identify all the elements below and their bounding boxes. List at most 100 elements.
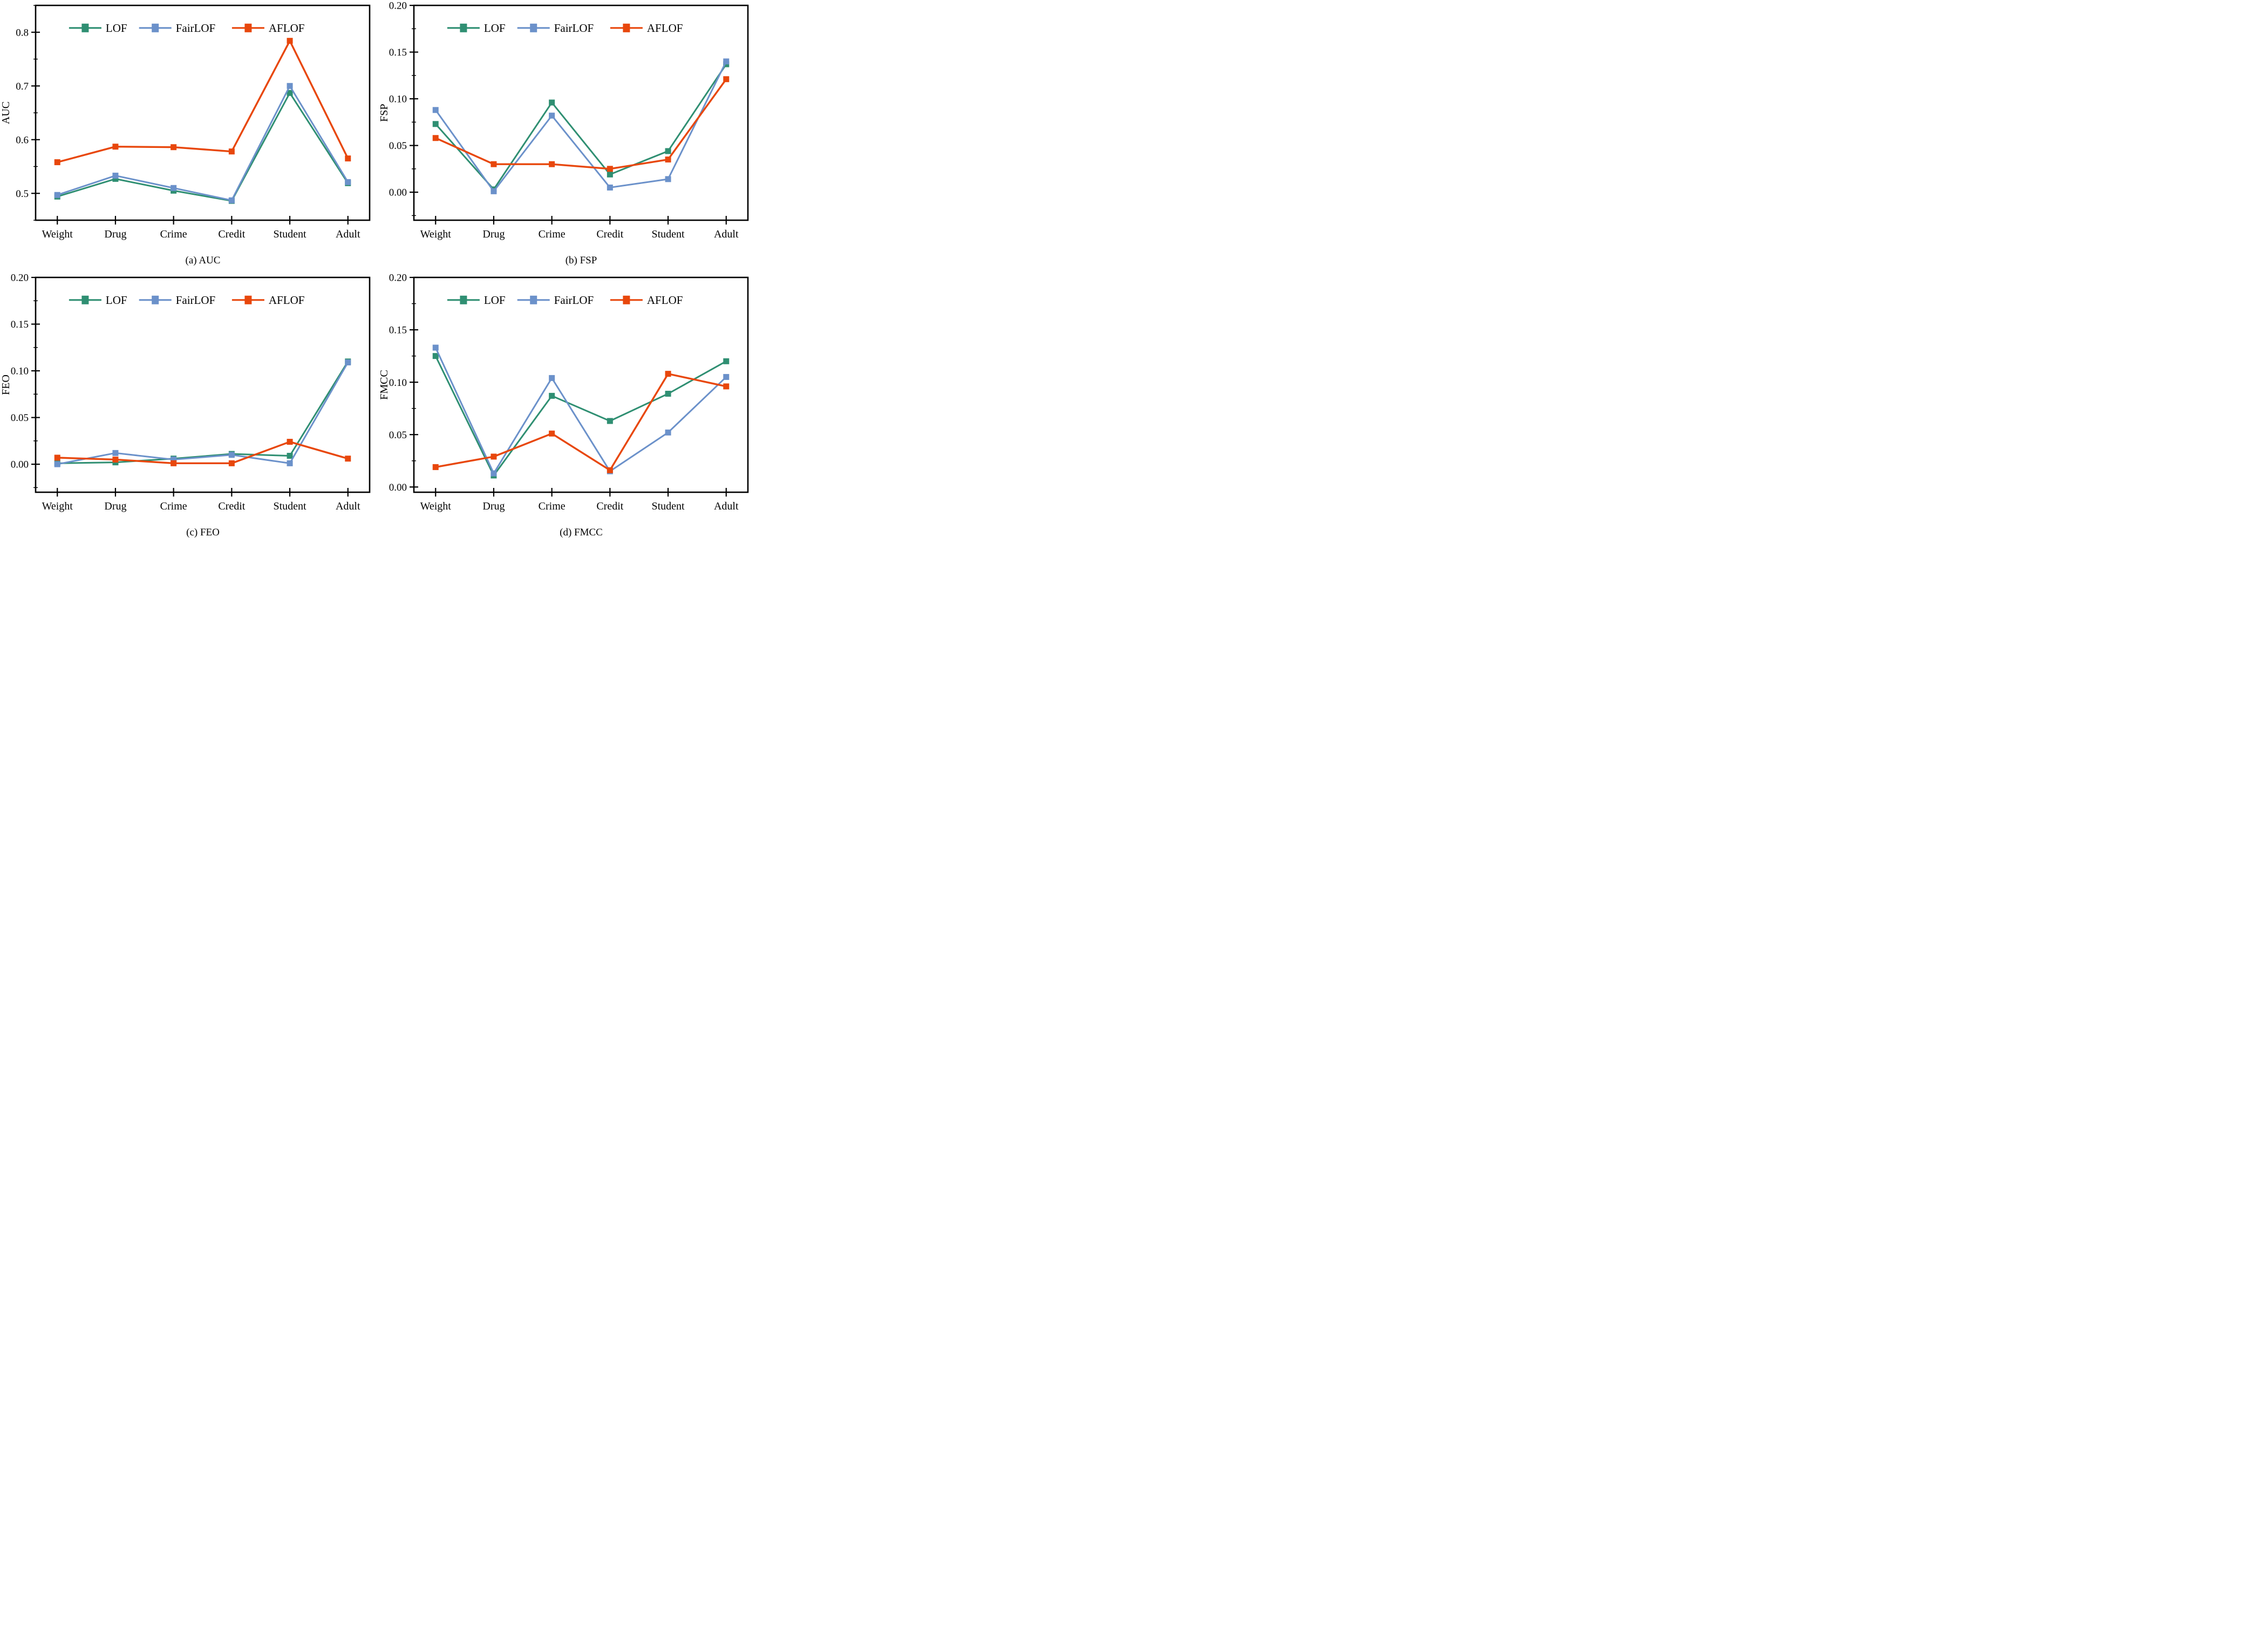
- legend: LOF FairLOF AFLOF: [447, 294, 683, 307]
- y-tick-label: 0.00: [389, 187, 407, 199]
- legend-label: AFLOF: [647, 22, 683, 35]
- y-axis-title: FMCC: [378, 370, 390, 400]
- series-lof-marker: [549, 99, 555, 106]
- figure-grid: 0.5 0.6 0.7 0.8 Weight Drug Crime Credit Student…: [0, 0, 757, 544]
- x-tick-label: Credit: [218, 500, 245, 512]
- series-fairlof-marker: [171, 456, 177, 463]
- series-fairlof-marker: [432, 107, 439, 113]
- series-lof-line: [434, 355, 727, 477]
- chart-feo: 0.00 0.05 0.10 0.15 0.20 Weight Drug Crime Credi…: [0, 272, 378, 544]
- series-lof-line: [56, 92, 349, 202]
- series-aflof-marker: [171, 144, 177, 151]
- x-tick-label: Weight: [420, 500, 452, 512]
- series-lof-marker: [112, 175, 119, 182]
- legend-marker-icon: [152, 23, 159, 32]
- series-aflof-line: [56, 39, 349, 164]
- legend-marker-icon: [623, 295, 630, 304]
- series-aflof-marker: [54, 454, 60, 461]
- x-tick-label: Crime: [160, 228, 187, 240]
- chart-fmcc-caption: (d) FMCC: [560, 527, 603, 538]
- series-fairlof-marker: [228, 452, 235, 458]
- series-aflof-marker: [491, 161, 497, 167]
- series-lof-marker: [665, 391, 671, 397]
- series-lof-marker: [607, 171, 613, 178]
- y-tick-label: 0.15: [389, 47, 407, 58]
- legend-label: FairLOF: [176, 294, 216, 307]
- series-fairlof-marker: [228, 197, 235, 203]
- series-fairlof-marker: [491, 188, 497, 194]
- x-tick-label: Adult: [336, 228, 360, 240]
- plot-area: [414, 277, 748, 492]
- series-fairlof-marker: [665, 176, 671, 182]
- plot-border: [35, 4, 371, 221]
- series-aflof-marker: [112, 456, 119, 463]
- legend-marker-icon: [460, 23, 467, 32]
- x-tick-label: Adult: [714, 500, 739, 512]
- series-aflof-marker: [228, 460, 235, 466]
- y-tick-label: 0.00: [11, 459, 29, 471]
- series-aflof-marker: [345, 456, 351, 462]
- chart-auc-caption: (a) AUC: [185, 255, 221, 266]
- legend-marker-icon: [623, 23, 630, 32]
- y-tick-label: 0.00: [389, 482, 407, 493]
- legend-label: LOF: [106, 22, 127, 35]
- x-tick-label: Drug: [482, 228, 505, 240]
- x-tick-label: Student: [273, 500, 307, 512]
- y-tick-label: 0.15: [389, 325, 407, 336]
- series-aflof-marker: [549, 430, 555, 437]
- legend-label: FairLOF: [554, 22, 594, 35]
- series-fairlof-line: [56, 361, 349, 465]
- y-tick-label: 0.10: [11, 366, 29, 377]
- series-lof-marker: [549, 392, 555, 399]
- series-lof-marker: [723, 358, 730, 364]
- series-fairlof-marker: [432, 344, 439, 351]
- y-tick-label: 0.10: [389, 377, 407, 389]
- plot-border: [413, 276, 749, 493]
- y-tick-label: 0.8: [16, 27, 29, 38]
- x-tick-label: Student: [273, 228, 307, 240]
- y-tick-label: 0.05: [389, 430, 407, 441]
- chart-auc: 0.5 0.6 0.7 0.8 Weight Drug Crime Credit Student…: [0, 0, 378, 272]
- chart-auc-plot: 0.5 0.6 0.7 0.8 Weight Drug Crime Credit Student…: [0, 4, 371, 240]
- series-aflof-marker: [432, 464, 439, 470]
- plot-area: [414, 5, 748, 220]
- series-aflof-marker: [112, 144, 119, 150]
- series-fairlof-marker: [112, 172, 119, 179]
- legend-marker-icon: [152, 295, 159, 304]
- series-fairlof-marker: [723, 373, 730, 380]
- y-tick-label: 0.6: [16, 134, 29, 146]
- legend-label: FairLOF: [176, 22, 216, 35]
- series-aflof-marker: [287, 38, 293, 44]
- series-fairlof-marker: [54, 192, 60, 198]
- chart-feo-plot: 0.00 0.05 0.10 0.15 0.20 Weight Drug Crime Credi…: [0, 273, 371, 512]
- plot-border: [35, 276, 371, 493]
- x-tick-label: Crime: [539, 500, 566, 512]
- plot-border: [413, 4, 749, 221]
- x-tick-label: Drug: [104, 228, 126, 240]
- chart-fmcc: 0.00 0.05 0.10 0.15 0.20 Weight Drug Crime Credi…: [378, 272, 757, 544]
- series-aflof-marker: [665, 371, 671, 377]
- y-major-ticks: 0.00 0.05 0.10 0.15 0.20: [11, 273, 40, 471]
- series-fairlof-marker: [549, 375, 555, 381]
- plot-area: [36, 277, 370, 492]
- chart-fmcc-plot: 0.00 0.05 0.10 0.15 0.20 Weight Drug Crime Credi…: [378, 273, 749, 512]
- legend-marker-icon: [244, 23, 252, 32]
- x-tick-label: Student: [651, 228, 685, 240]
- series-fairlof-marker: [112, 450, 119, 456]
- y-tick-label: 0.05: [389, 140, 407, 152]
- series-aflof-marker: [345, 155, 351, 162]
- series-fairlof-marker: [345, 179, 351, 185]
- y-tick-label: 0.20: [11, 273, 29, 284]
- chart-feo-caption: (c) FEO: [186, 527, 220, 538]
- series-aflof-marker: [54, 159, 60, 166]
- series-aflof-marker: [171, 460, 177, 466]
- y-tick-label: 0.7: [16, 81, 29, 92]
- legend-label: FairLOF: [554, 294, 594, 307]
- legend-marker-icon: [530, 23, 537, 32]
- x-tick-label: Adult: [336, 500, 360, 512]
- x-ticks: Weight Drug Crime Credit Student Adult: [420, 216, 739, 240]
- series-fairlof-marker: [287, 83, 293, 89]
- legend-label: LOF: [106, 294, 127, 307]
- y-axis-title: FSP: [378, 104, 390, 121]
- series-fairlof-marker: [549, 112, 555, 119]
